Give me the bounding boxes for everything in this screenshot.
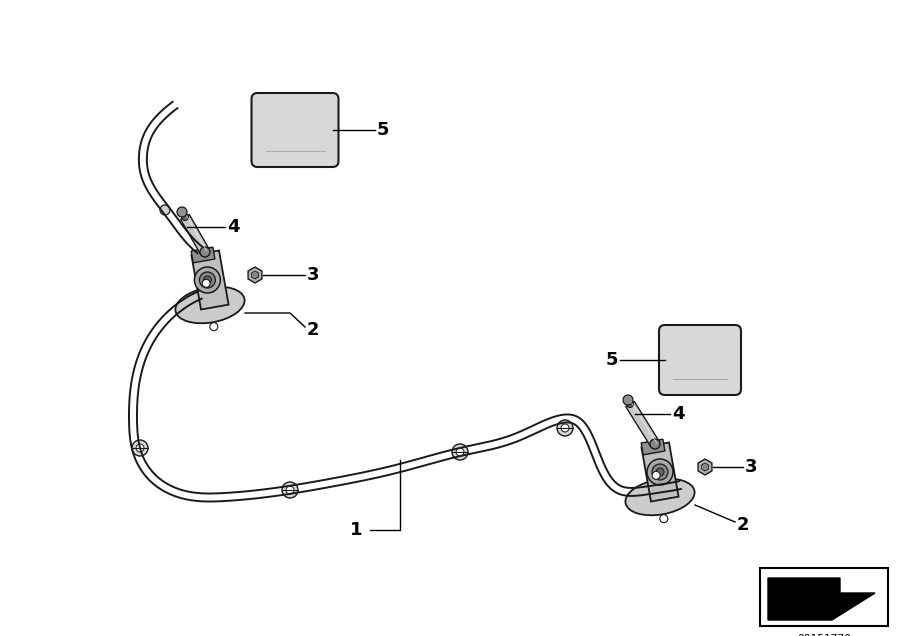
Polygon shape (192, 251, 229, 310)
Circle shape (652, 464, 668, 480)
Polygon shape (626, 401, 659, 446)
Circle shape (623, 395, 633, 405)
Text: 1: 1 (349, 521, 362, 539)
Text: 2: 2 (307, 321, 320, 339)
Circle shape (286, 486, 294, 494)
Circle shape (282, 482, 298, 498)
Circle shape (177, 207, 187, 217)
Text: 5: 5 (377, 121, 390, 139)
Text: 3: 3 (745, 458, 758, 476)
Circle shape (452, 444, 468, 460)
Polygon shape (191, 247, 215, 263)
Text: 2: 2 (737, 516, 750, 534)
Circle shape (652, 471, 661, 480)
Circle shape (202, 279, 211, 287)
Circle shape (456, 448, 464, 456)
Circle shape (160, 205, 170, 215)
Circle shape (200, 272, 215, 288)
Circle shape (132, 440, 148, 456)
Text: 00151770: 00151770 (797, 634, 851, 636)
Circle shape (647, 459, 673, 485)
Circle shape (194, 267, 220, 293)
FancyBboxPatch shape (659, 325, 741, 395)
Circle shape (203, 276, 212, 284)
Circle shape (561, 424, 569, 432)
Polygon shape (768, 578, 875, 620)
Circle shape (182, 214, 188, 221)
Circle shape (650, 439, 660, 449)
Polygon shape (701, 463, 708, 471)
Text: 5: 5 (606, 351, 618, 369)
Circle shape (136, 444, 144, 452)
Circle shape (200, 247, 210, 257)
Ellipse shape (176, 287, 245, 323)
Text: 4: 4 (672, 405, 685, 423)
Circle shape (660, 515, 668, 523)
Circle shape (210, 322, 218, 331)
Ellipse shape (626, 479, 695, 515)
Polygon shape (181, 214, 210, 254)
Circle shape (557, 420, 573, 436)
Polygon shape (248, 267, 262, 283)
Circle shape (656, 468, 664, 476)
Polygon shape (642, 443, 679, 502)
Bar (760, 568, 888, 626)
Polygon shape (251, 271, 258, 279)
Circle shape (626, 401, 634, 408)
Polygon shape (698, 459, 712, 475)
FancyBboxPatch shape (251, 93, 338, 167)
Text: 3: 3 (307, 266, 320, 284)
Polygon shape (641, 439, 665, 455)
Text: 4: 4 (227, 218, 239, 236)
